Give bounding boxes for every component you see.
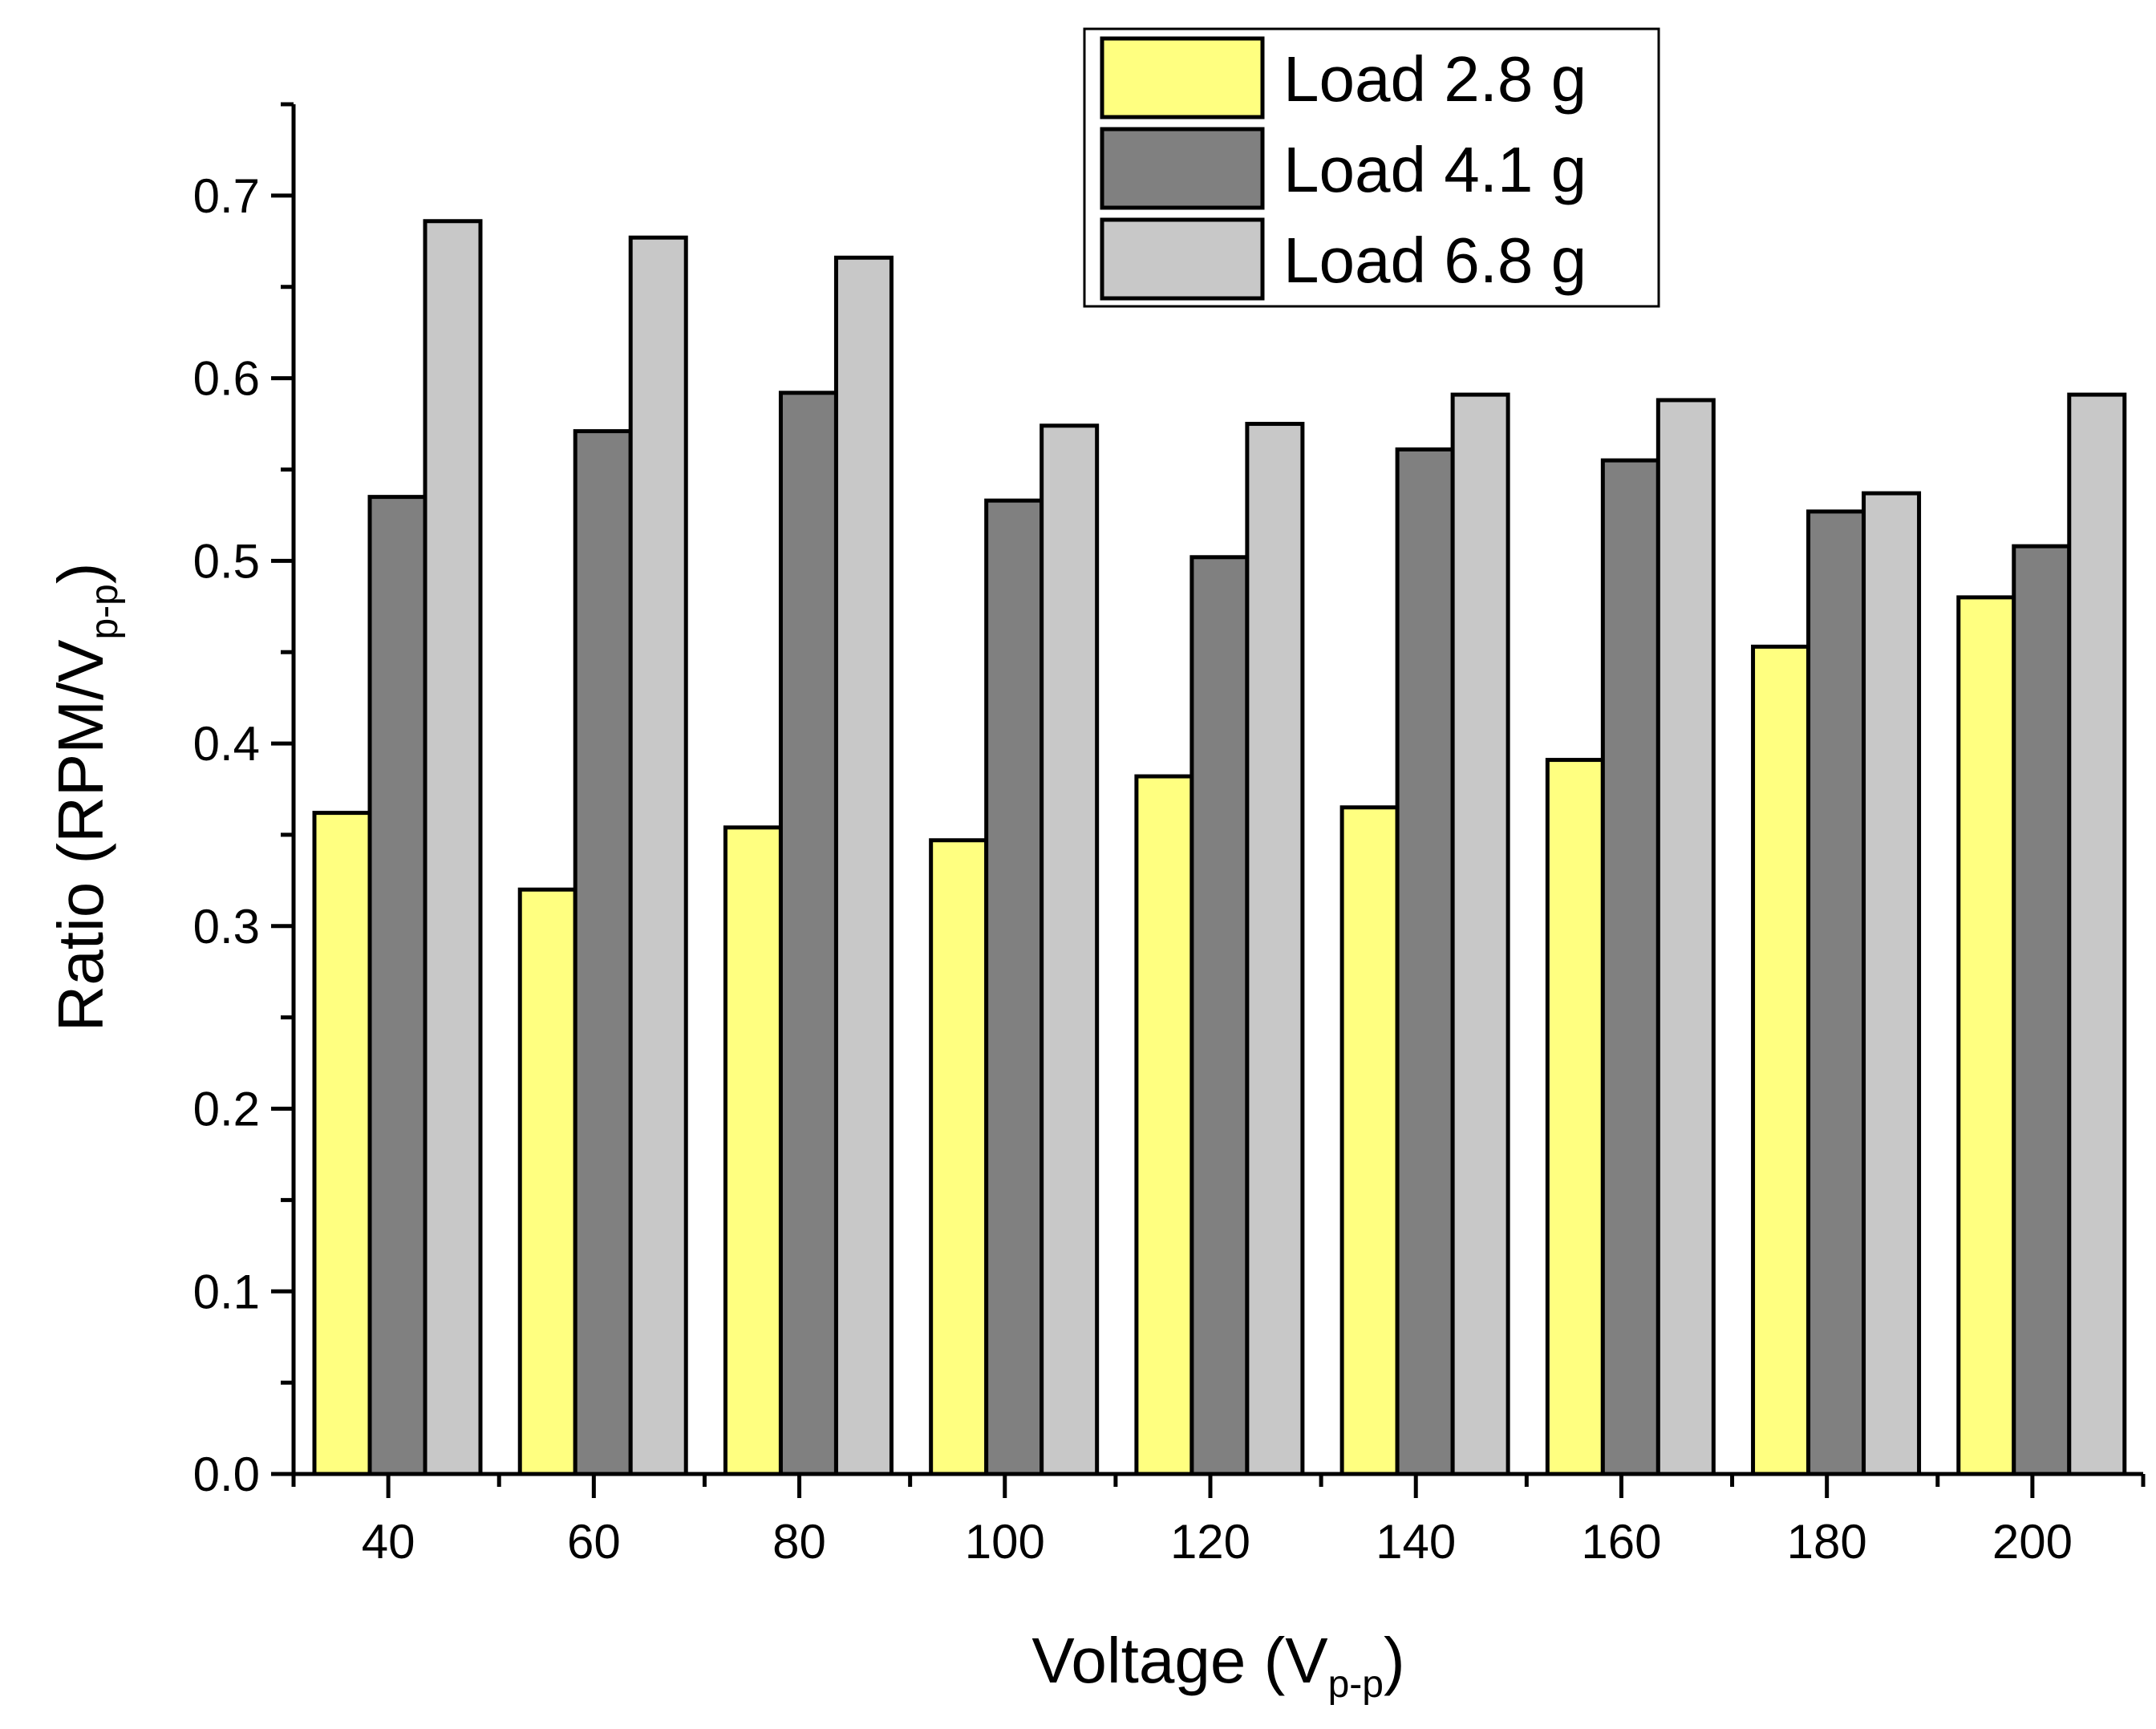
y-axis-title: Ratio (RPM/Vp-p) <box>45 563 126 1032</box>
x-tick-label: 200 <box>1992 1515 2073 1569</box>
x-axis-title-end: ) <box>1384 1625 1405 1696</box>
x-axis-title-subscript: p-p <box>1328 1663 1384 1706</box>
bar-load-4-1-g-100 <box>984 498 1044 1476</box>
x-axis-title: Voltage (Vp-p) <box>1031 1625 1404 1706</box>
x-tick-label: 80 <box>772 1515 826 1569</box>
y-axis-title-subscript: p-p <box>83 584 126 639</box>
bar-load-2-8-g-40 <box>312 811 372 1476</box>
legend-label-2: Load 4.1 g <box>1283 134 1587 205</box>
bar-load-6-8-g-100 <box>1040 423 1100 1476</box>
y-tick-label: 0.6 <box>193 352 260 406</box>
y-tick-label: 0.0 <box>193 1448 260 1501</box>
x-tick-label: 120 <box>1170 1515 1250 1569</box>
bar-load-4-1-g-180 <box>1806 509 1866 1476</box>
bar-load-6-8-g-180 <box>1862 491 1922 1476</box>
axis-titles: Voltage (Vp-p) Ratio (RPM/Vp-p) <box>45 563 1405 1707</box>
bar-load-2-8-g-180 <box>1751 644 1811 1476</box>
legend: Load 2.8 g Load 4.1 g Load 6.8 g <box>1083 27 1660 308</box>
x-tick-label: 180 <box>1787 1515 1867 1569</box>
legend-swatch-1 <box>1100 36 1265 119</box>
y-tick-label: 0.5 <box>193 534 260 588</box>
legend-swatch-2 <box>1100 127 1265 210</box>
x-axis-title-main: Voltage (V <box>1031 1625 1328 1696</box>
x-tick-label: 40 <box>362 1515 415 1569</box>
x-tick-label: 60 <box>567 1515 621 1569</box>
bar-load-2-8-g-200 <box>1956 595 2016 1476</box>
bar-load-2-8-g-60 <box>517 887 578 1476</box>
legend-swatch-3 <box>1100 217 1265 301</box>
bar-load-6-8-g-60 <box>628 235 688 1476</box>
x-tick-label: 140 <box>1376 1515 1456 1569</box>
bar-load-4-1-g-160 <box>1600 458 1660 1476</box>
y-axis-title-main: Ratio (RPM/V <box>45 639 116 1032</box>
y-tick-label: 0.1 <box>193 1265 260 1318</box>
bar-load-2-8-g-120 <box>1134 774 1194 1476</box>
y-tick-label: 0.7 <box>193 169 260 223</box>
bar-load-6-8-g-140 <box>1450 392 1510 1476</box>
bar-load-6-8-g-120 <box>1245 422 1305 1476</box>
y-tick-label: 0.4 <box>193 717 260 771</box>
legend-label-1: Load 2.8 g <box>1283 43 1587 115</box>
y-tick-label: 0.3 <box>193 900 260 954</box>
bar-load-4-1-g-200 <box>2012 544 2072 1476</box>
bar-load-2-8-g-140 <box>1339 805 1400 1476</box>
bar-load-2-8-g-100 <box>929 838 989 1476</box>
bar-load-6-8-g-200 <box>2067 392 2127 1476</box>
y-axis-title-end: ) <box>45 563 116 585</box>
bar-load-4-1-g-40 <box>367 495 428 1476</box>
bar-load-2-8-g-80 <box>723 825 783 1476</box>
bar-load-6-8-g-160 <box>1656 398 1716 1476</box>
bar-load-4-1-g-140 <box>1395 447 1455 1476</box>
axes-layer: 0.0 0.1 0.2 0.3 0.4 0.5 0.6 0.7 40 60 80 100 120 140 1… <box>193 102 2146 1569</box>
legend-label-3: Load 6.8 g <box>1283 225 1587 296</box>
bar-load-2-8-g-160 <box>1545 758 1605 1476</box>
bar-load-4-1-g-120 <box>1189 555 1250 1476</box>
x-tick-label: 100 <box>965 1515 1045 1569</box>
bars-layer <box>312 219 2127 1476</box>
y-tick-label: 0.2 <box>193 1083 260 1136</box>
bar-load-4-1-g-60 <box>573 429 633 1476</box>
bar-load-6-8-g-40 <box>423 219 483 1476</box>
bar-load-6-8-g-80 <box>833 255 894 1476</box>
x-tick-label: 160 <box>1581 1515 1661 1569</box>
bar-load-4-1-g-80 <box>778 391 838 1476</box>
